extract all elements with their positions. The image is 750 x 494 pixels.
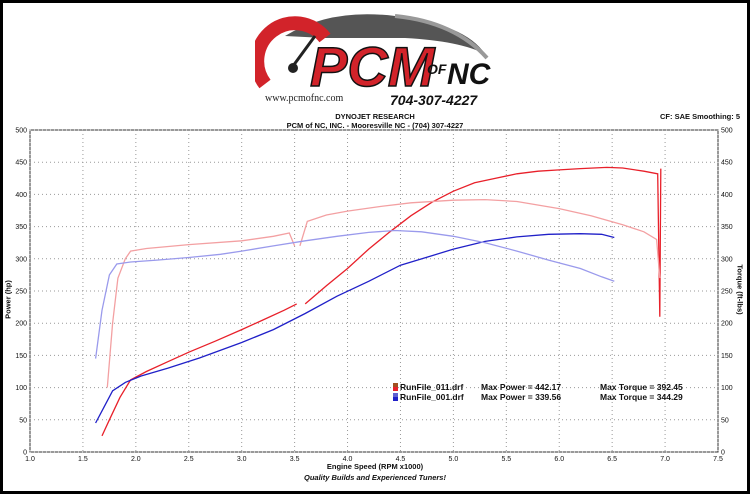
legend-max-power: Max Power = 442.17 bbox=[481, 382, 561, 392]
gauge-icon bbox=[250, 16, 331, 89]
legend-swatch bbox=[393, 383, 398, 387]
y-tick-label-left: 500 bbox=[15, 128, 27, 135]
series-line-0 bbox=[304, 166, 662, 317]
x-tick-label: 6.0 bbox=[554, 456, 564, 463]
y-tick-label-left: 150 bbox=[15, 353, 27, 360]
legend-swatch bbox=[393, 397, 398, 401]
x-tick-label: 2.0 bbox=[131, 456, 141, 463]
x-tick-label: 1.0 bbox=[25, 456, 35, 463]
y-tick-label-right: 450 bbox=[721, 160, 733, 167]
x-tick-label: 7.5 bbox=[713, 456, 723, 463]
x-tick-label: 1.5 bbox=[78, 456, 88, 463]
y-axis-left-title: Power (hp) bbox=[3, 280, 13, 319]
pcm-logo: PCM OF NC bbox=[250, 6, 505, 108]
y-tick-label-left: 350 bbox=[15, 224, 27, 231]
y-tick-label-left: 300 bbox=[15, 256, 27, 263]
logo-main-text: PCM bbox=[310, 35, 436, 98]
y-tick-label-left: 200 bbox=[15, 321, 27, 328]
series-line-1 bbox=[299, 198, 661, 279]
y-tick-label-right: 100 bbox=[721, 385, 733, 392]
y-tick-label-right: 50 bbox=[721, 417, 729, 424]
y-tick-label-left: 450 bbox=[15, 160, 27, 167]
x-tick-label: 4.5 bbox=[396, 456, 406, 463]
series-line-2 bbox=[95, 233, 615, 424]
y-tick-label-right: 350 bbox=[721, 224, 733, 231]
y-tick-label-right: 400 bbox=[721, 192, 733, 199]
y-tick-label-right: 500 bbox=[721, 128, 733, 135]
correction-factor: CF: SAE Smoothing: 5 bbox=[660, 112, 740, 121]
y-tick-label-left: 0 bbox=[23, 450, 27, 457]
logo-of-text: OF bbox=[427, 61, 447, 77]
legend-file: RunFile_011.drf bbox=[400, 382, 463, 392]
y-tick-label-left: 400 bbox=[15, 192, 27, 199]
legend-max-torque: Max Torque = 344.29 bbox=[600, 392, 683, 402]
y-tick-label-right: 200 bbox=[721, 321, 733, 328]
header-line-2: PCM of NC, INC. - Mooresville NC - (704)… bbox=[286, 121, 464, 130]
series-line-0 bbox=[101, 303, 297, 437]
dyno-sheet bbox=[3, 3, 747, 491]
legend-swatch bbox=[393, 393, 398, 397]
x-axis-title: Engine Speed (RPM x1000) bbox=[326, 462, 424, 471]
y-tick-label-left: 50 bbox=[19, 417, 27, 424]
x-tick-label: 4.0 bbox=[343, 456, 353, 463]
legend-file: RunFile_001.drf bbox=[400, 392, 464, 402]
y-tick-label-right: 250 bbox=[721, 289, 733, 296]
logo-nc-text: NC bbox=[447, 58, 492, 91]
y-tick-label-left: 100 bbox=[15, 385, 27, 392]
y-tick-label-right: 300 bbox=[721, 256, 733, 263]
x-tick-label: 5.5 bbox=[501, 456, 511, 463]
legend-swatch bbox=[393, 387, 398, 391]
legend-max-torque: Max Torque = 392.45 bbox=[600, 382, 683, 392]
x-tick-label: 7.0 bbox=[660, 456, 670, 463]
logo-url: www.pcmofnc.com bbox=[265, 93, 344, 104]
series-line-3 bbox=[94, 229, 615, 359]
footer-tagline: Quality Builds and Experienced Tuners! bbox=[304, 473, 446, 482]
x-tick-label: 2.5 bbox=[184, 456, 194, 463]
header-line-1: DYNOJET RESEARCH bbox=[335, 112, 415, 121]
logo-phone: 704-307-4227 bbox=[390, 92, 478, 108]
legend-max-power: Max Power = 339.56 bbox=[481, 392, 561, 402]
y-axis-right-title: Torque (ft-lbs) bbox=[735, 264, 745, 315]
x-tick-label: 5.0 bbox=[449, 456, 459, 463]
y-tick-label-right: 0 bbox=[721, 450, 725, 457]
y-tick-label-left: 250 bbox=[15, 289, 27, 296]
series-line-1 bbox=[106, 232, 296, 388]
y-tick-label-right: 150 bbox=[721, 353, 733, 360]
x-tick-label: 6.5 bbox=[607, 456, 617, 463]
x-tick-label: 3.0 bbox=[237, 456, 247, 463]
x-tick-label: 3.5 bbox=[290, 456, 300, 463]
